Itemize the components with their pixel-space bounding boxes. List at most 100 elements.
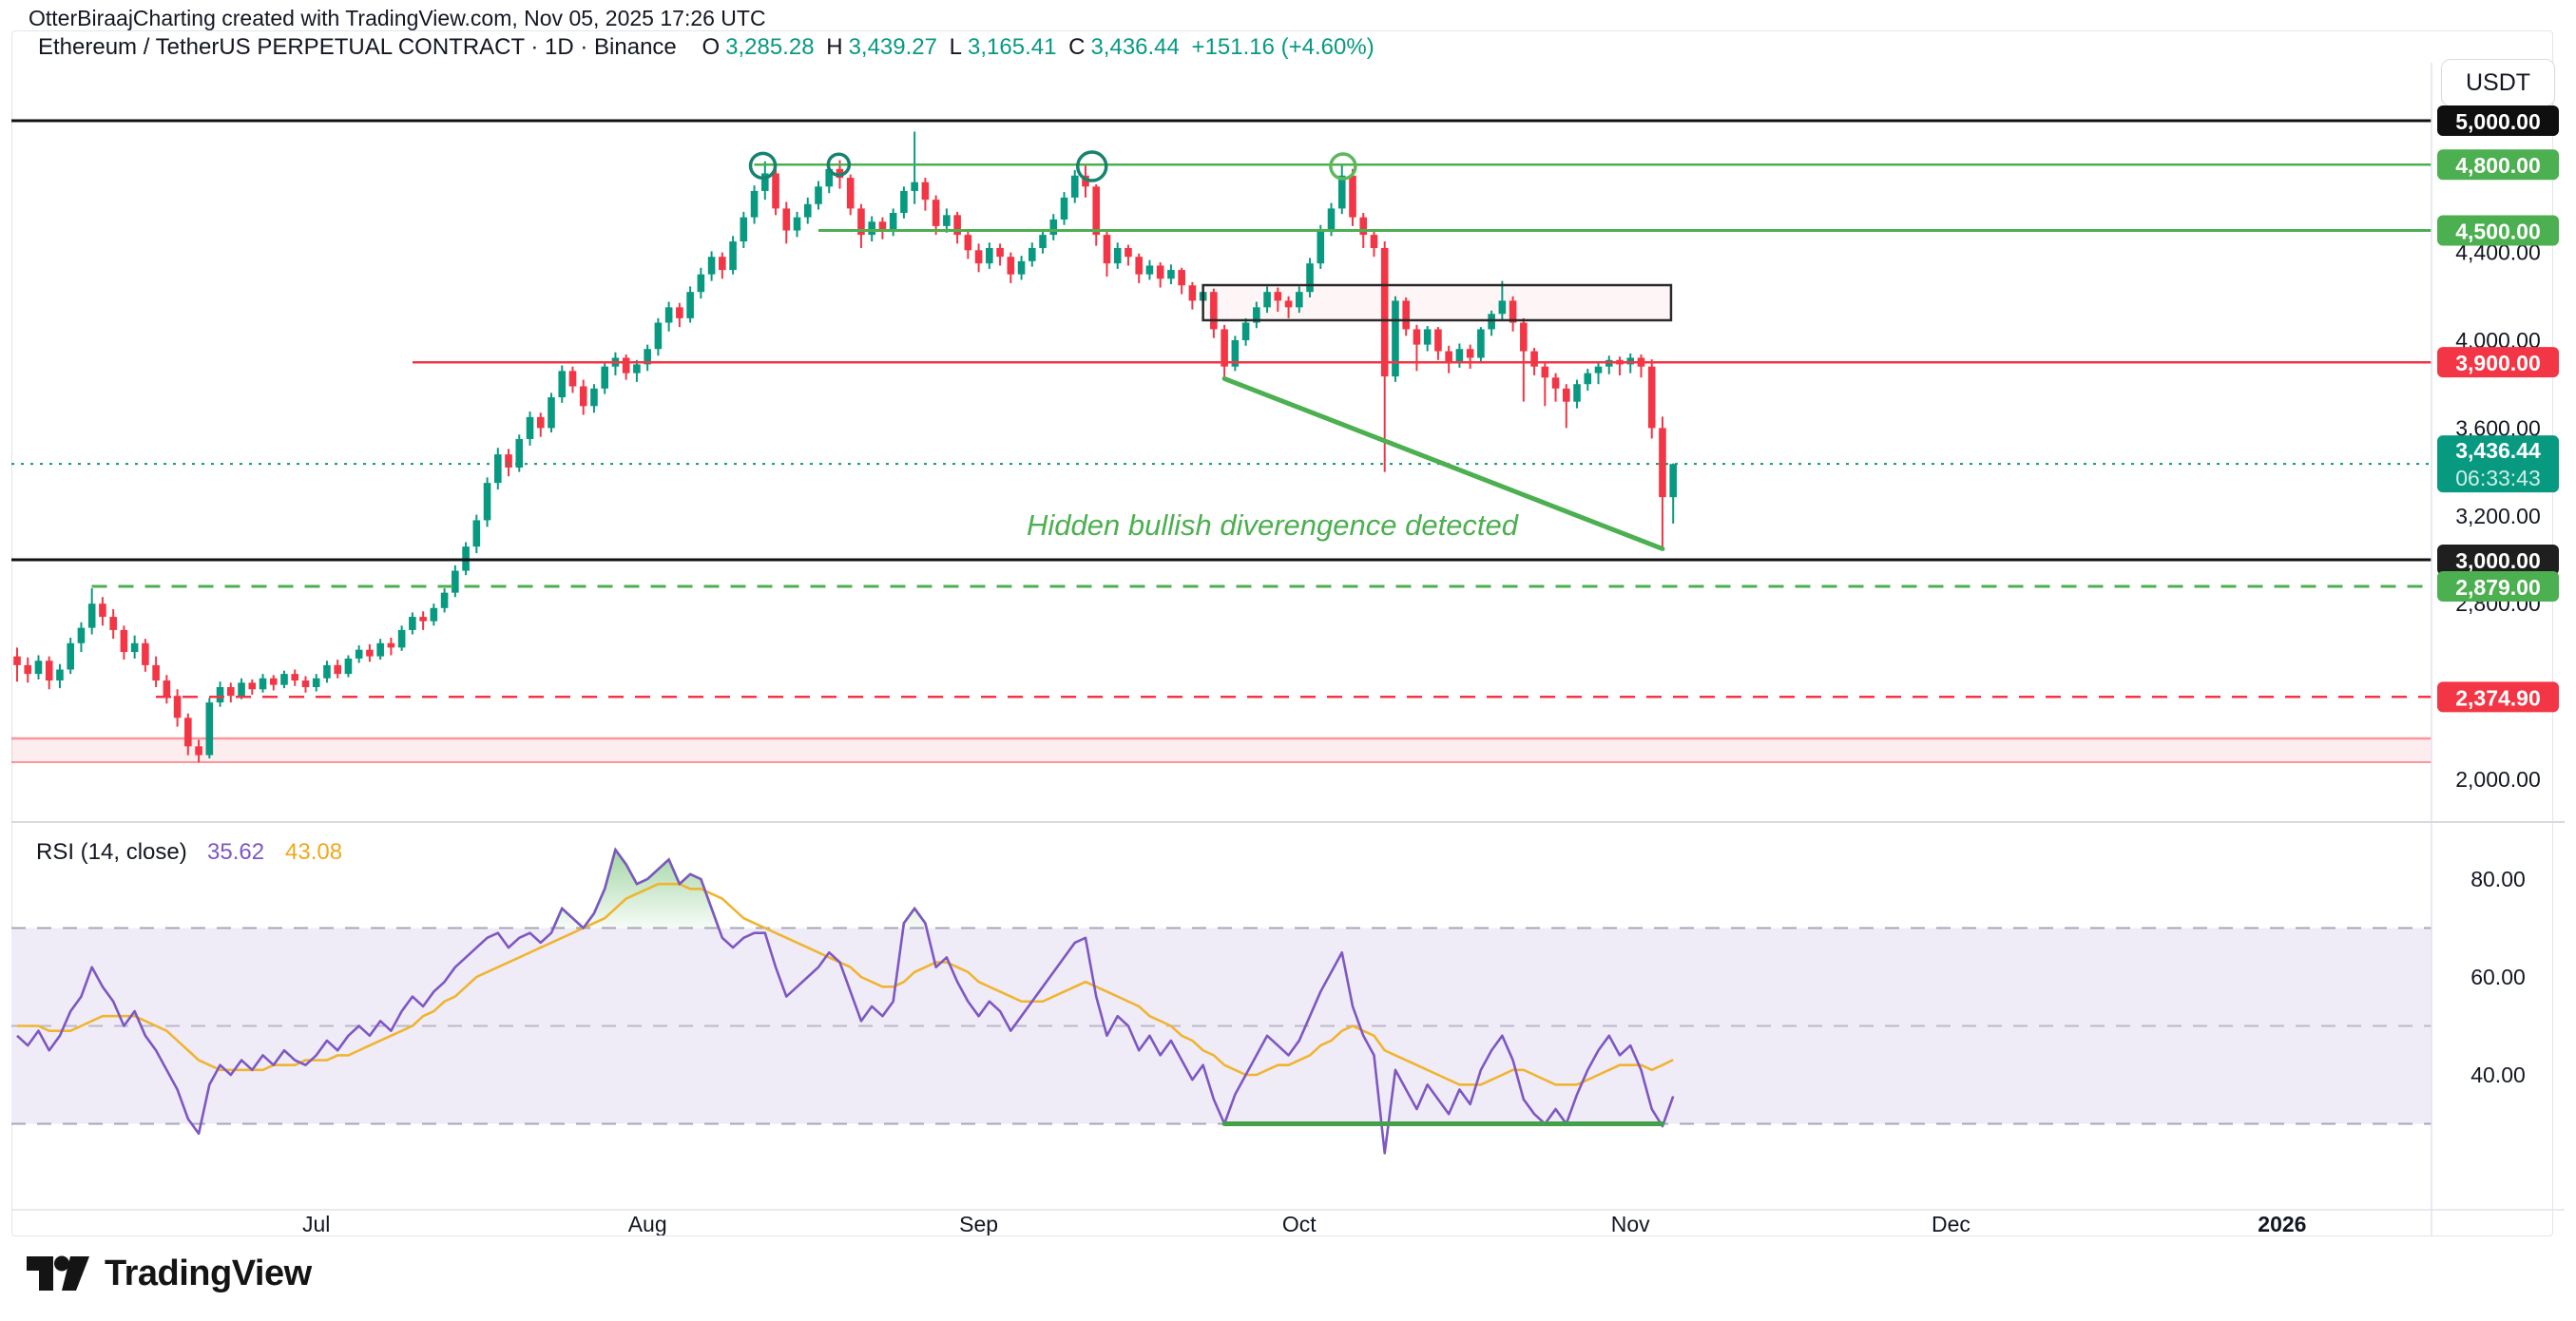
candle-body [87, 603, 96, 628]
resistance-touch-circle [826, 152, 852, 177]
tradingview-logo-icon [27, 1255, 89, 1291]
candle-body [1434, 329, 1442, 352]
candle-body [1659, 428, 1666, 498]
price-level-badge [2437, 215, 2559, 246]
rsi-ma-value: 43.08 [285, 839, 342, 865]
candle-body [1178, 270, 1185, 286]
support-zone-band [11, 738, 2432, 762]
price-scale-layer[interactable]: 4,400.004,000.003,600.003,200.002,800.00… [11, 63, 2565, 1235]
candle-body [1253, 307, 1260, 323]
candle-body [56, 669, 64, 681]
candle-body [1060, 197, 1068, 220]
close-label: C [1068, 34, 1086, 60]
candle-body [472, 520, 481, 547]
candle-body [1563, 388, 1570, 402]
high-label: H [826, 34, 843, 60]
drawings-layer[interactable] [748, 150, 1673, 551]
current-price-value: 3,436.44 [2455, 438, 2541, 463]
candle-body [697, 274, 705, 293]
candle-body [526, 416, 534, 439]
candle-body [216, 686, 224, 703]
rsi-scale-label: 40.00 [2470, 1063, 2526, 1087]
price-level-badge [2437, 570, 2559, 602]
low-value: 3,165.41 [968, 34, 1057, 60]
symbol-title[interactable]: Ethereum / TetherUS PERPETUAL CONTRACT ·… [38, 34, 677, 60]
candle-body [1647, 366, 1656, 429]
candle-body [1551, 377, 1560, 389]
candle-body [1241, 322, 1250, 341]
candle-body [815, 186, 822, 204]
candle-body [1423, 329, 1432, 345]
candle-body [825, 168, 834, 187]
time-axis-layer[interactable]: Jul Aug Sep Oct Nov Dec 2026 [302, 1212, 2306, 1235]
candle-body [1477, 329, 1485, 358]
candle-body [986, 247, 993, 264]
candle-body [1392, 300, 1399, 377]
candle-body [846, 178, 855, 209]
rsi-layer [11, 847, 2432, 1155]
candle-body [548, 397, 555, 429]
currency-toggle-label: USDT [2465, 68, 2531, 96]
price-level-badge-label: 2,374.90 [2455, 685, 2541, 710]
candle-body [120, 629, 128, 653]
candle-body [387, 642, 395, 648]
rsi-title[interactable]: RSI (14, close) [36, 839, 187, 865]
candle-body [1530, 351, 1538, 367]
price-level-badge [2437, 149, 2559, 181]
candle-body [1445, 351, 1452, 363]
time-axis-label: Aug [628, 1212, 667, 1235]
footer-logo[interactable]: TradingView [27, 1249, 312, 1298]
candle-body [1327, 208, 1336, 231]
candle-body [109, 617, 117, 630]
price-level-badge-label: 4,500.00 [2455, 220, 2541, 244]
candle-body [45, 660, 53, 681]
candle-body [205, 702, 214, 756]
candle-body [77, 627, 86, 643]
candle-body [974, 250, 983, 264]
candle-body [1337, 175, 1346, 209]
candle-body [1669, 464, 1677, 498]
candle-body [195, 746, 202, 756]
candle-body [24, 664, 32, 675]
tradingview-logo-text: TradingView [105, 1253, 312, 1293]
candle-body [355, 649, 363, 659]
candle-body [248, 682, 257, 690]
candle-body [142, 642, 149, 665]
candle-body [622, 357, 630, 373]
candle-body [376, 642, 384, 657]
candle-body [664, 307, 673, 323]
candle-body [1082, 175, 1089, 187]
rsi-value: 35.62 [207, 839, 264, 865]
candle-body [1070, 175, 1079, 198]
candle-body [803, 203, 812, 218]
candle-body [707, 257, 716, 275]
resistance-touch-circle [748, 151, 778, 181]
candle-body [1584, 373, 1592, 385]
rsi-overbought-fill [903, 908, 927, 929]
candle-body [1296, 292, 1303, 308]
levels-layer [11, 119, 2432, 699]
candle-body [772, 173, 779, 209]
candle-body [601, 366, 608, 389]
candle-body [99, 603, 106, 618]
candle-body [921, 182, 930, 201]
candle-body [1221, 329, 1228, 367]
candle-body [1049, 219, 1058, 236]
price-level-badge [2437, 545, 2559, 576]
candle-body [173, 696, 182, 718]
divergence-annotation[interactable]: Hidden bullish diverengence detected [1027, 508, 1520, 542]
candle-body [13, 656, 21, 665]
candle-body [67, 642, 74, 670]
candle-body [1156, 265, 1164, 279]
candle-body [996, 247, 1004, 258]
candle-body [568, 371, 577, 387]
candle-body [505, 454, 512, 468]
rsi-line [16, 848, 1675, 1155]
candle-body [1509, 300, 1517, 323]
chart-canvas[interactable]: Hidden bullish diverengence detected RSI… [11, 63, 2565, 1235]
candle-body [719, 257, 726, 271]
candle-body [1402, 300, 1410, 330]
price-scale-label: 2,000.00 [2455, 767, 2541, 792]
candle-body [1092, 186, 1101, 236]
candle-body [654, 322, 663, 350]
